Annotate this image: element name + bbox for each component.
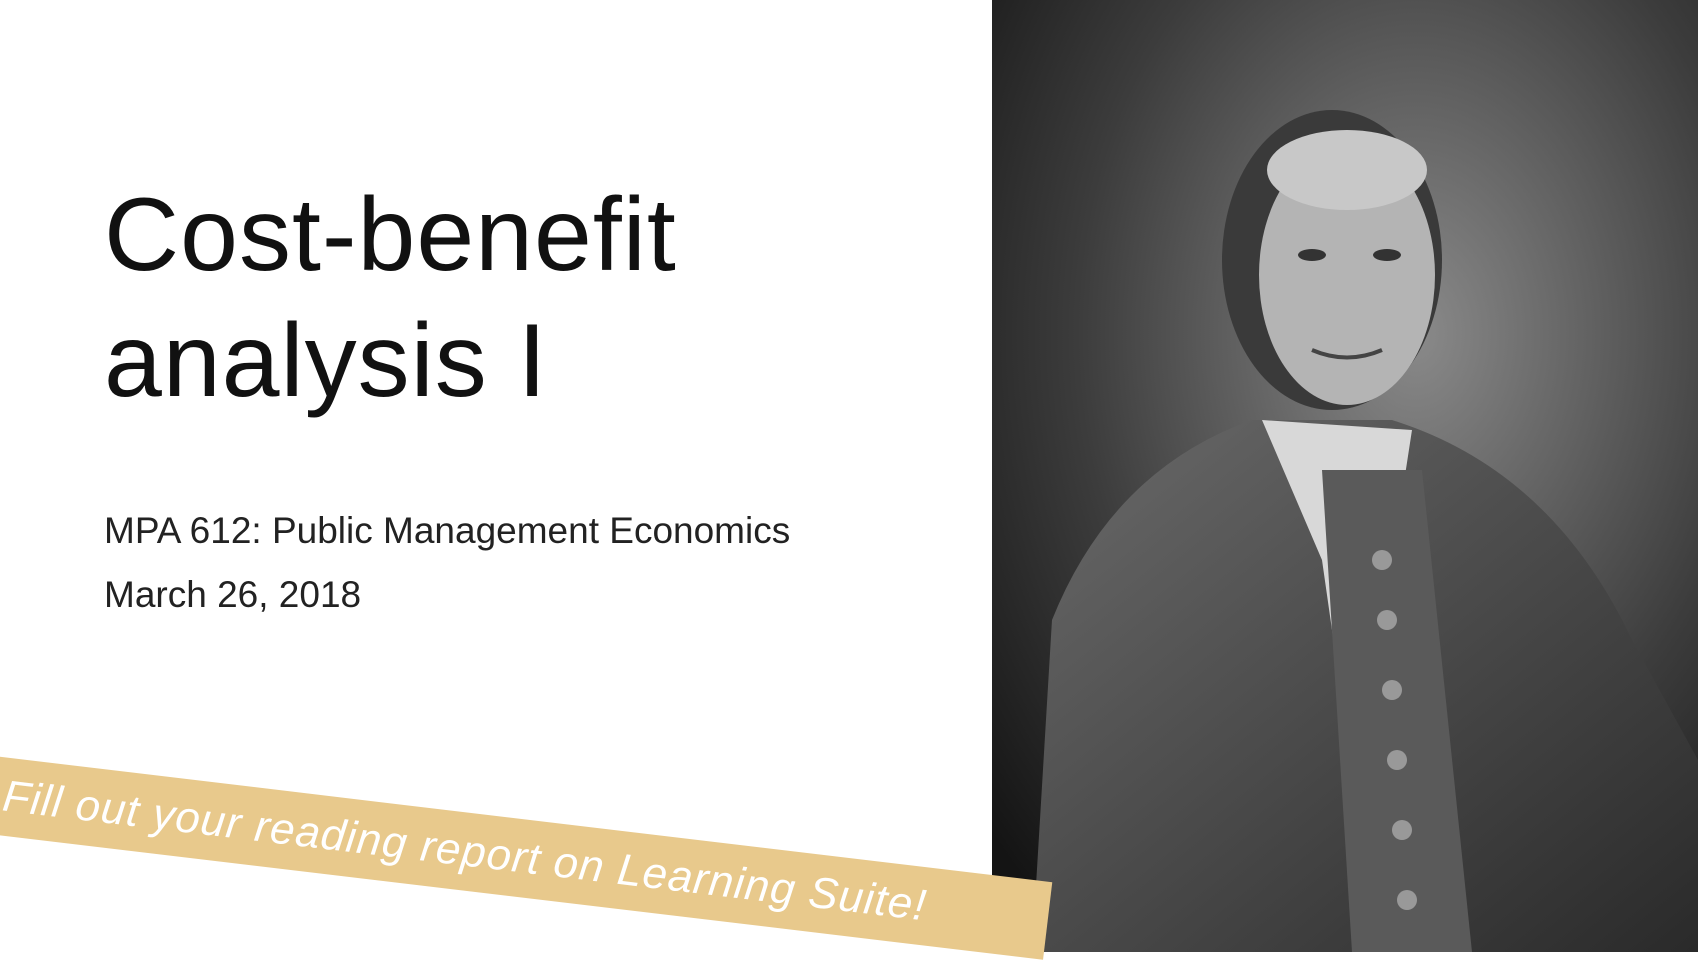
- title: Cost-benefit analysis I: [104, 172, 677, 424]
- subtitle: MPA 612: Public Management Economics: [104, 510, 791, 551]
- reminder-banner: Fill out your reading report on Learning…: [0, 752, 1053, 960]
- title-line: Cost-benefit: [104, 177, 677, 293]
- portrait-image: [992, 0, 1698, 952]
- date: March 26, 2018: [104, 574, 362, 615]
- title-line: analysis I: [104, 303, 548, 419]
